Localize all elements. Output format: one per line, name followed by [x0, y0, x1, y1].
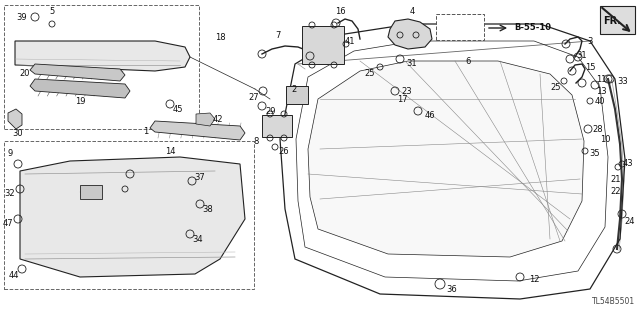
Text: 42: 42	[212, 115, 223, 123]
Text: 15: 15	[585, 63, 595, 71]
Text: 10: 10	[600, 135, 611, 144]
Text: 25: 25	[551, 83, 561, 92]
Text: 25: 25	[365, 70, 375, 78]
Text: 9: 9	[8, 150, 13, 159]
Text: 44: 44	[9, 271, 19, 280]
Text: 32: 32	[4, 189, 15, 198]
Text: 16: 16	[335, 8, 346, 17]
Text: 26: 26	[278, 147, 289, 157]
Text: 27: 27	[249, 93, 259, 102]
Bar	[4, 141, 254, 289]
Text: 35: 35	[589, 150, 600, 159]
Text: 31: 31	[577, 50, 588, 60]
Bar	[80, 185, 102, 199]
Text: 2: 2	[291, 85, 296, 93]
Text: 14: 14	[164, 146, 175, 155]
Text: 41: 41	[345, 36, 355, 46]
FancyBboxPatch shape	[600, 6, 635, 34]
Polygon shape	[8, 109, 22, 129]
Text: 24: 24	[625, 217, 636, 226]
Text: 47: 47	[3, 219, 13, 228]
Text: 20: 20	[20, 70, 30, 78]
Text: 8: 8	[253, 137, 259, 145]
Bar	[262, 115, 292, 137]
Bar	[436, 14, 484, 40]
Text: 23: 23	[402, 86, 412, 95]
Text: 7: 7	[275, 32, 281, 41]
Text: 30: 30	[13, 130, 23, 138]
Text: 37: 37	[195, 173, 205, 182]
Text: 28: 28	[593, 124, 604, 133]
Text: B-55-10: B-55-10	[514, 24, 551, 33]
Text: 3: 3	[588, 36, 593, 46]
Text: 34: 34	[193, 234, 204, 243]
Bar	[302, 26, 344, 64]
Text: 13: 13	[596, 86, 606, 95]
Bar	[4, 5, 199, 129]
Text: 36: 36	[447, 285, 458, 293]
Text: 38: 38	[203, 204, 213, 213]
Polygon shape	[15, 41, 190, 71]
Text: 40: 40	[595, 97, 605, 106]
Text: FR.: FR.	[603, 16, 621, 26]
Text: 39: 39	[17, 12, 28, 21]
Text: 5: 5	[49, 8, 54, 17]
Polygon shape	[308, 61, 584, 257]
Polygon shape	[196, 113, 215, 126]
Polygon shape	[150, 121, 245, 140]
Text: 18: 18	[214, 33, 225, 42]
Text: 6: 6	[465, 56, 470, 65]
Text: 22: 22	[611, 187, 621, 196]
Text: 4: 4	[410, 8, 415, 17]
Polygon shape	[30, 64, 125, 81]
Polygon shape	[20, 157, 245, 277]
Text: 29: 29	[266, 108, 276, 116]
Polygon shape	[30, 79, 130, 98]
Text: 12: 12	[529, 275, 540, 284]
Text: 31: 31	[406, 60, 417, 69]
Text: 43: 43	[623, 160, 634, 168]
Text: 19: 19	[75, 97, 85, 106]
Text: 46: 46	[425, 110, 435, 120]
Text: 1: 1	[143, 128, 148, 137]
Text: 11: 11	[596, 75, 606, 84]
Text: 45: 45	[173, 106, 183, 115]
Bar	[286, 86, 308, 104]
Text: 17: 17	[397, 94, 407, 103]
Text: TL54B5501: TL54B5501	[592, 296, 635, 306]
Text: 33: 33	[618, 77, 628, 85]
Polygon shape	[388, 19, 432, 49]
Text: 21: 21	[611, 174, 621, 183]
